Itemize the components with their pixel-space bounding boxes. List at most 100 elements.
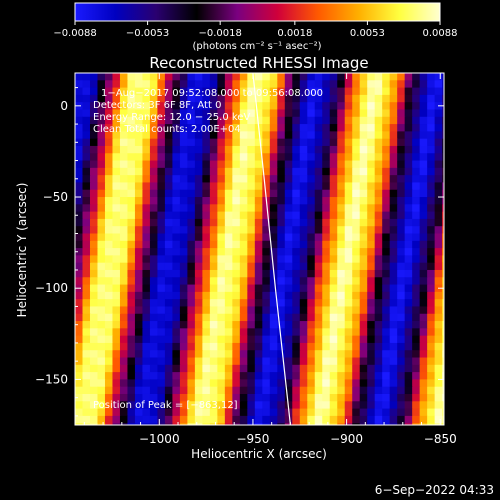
heatmap-cell — [299, 277, 308, 286]
heatmap-cell — [239, 233, 248, 242]
heatmap-cell — [352, 255, 361, 264]
heatmap-cell — [299, 364, 308, 373]
heatmap-cell — [232, 284, 241, 293]
heatmap-cell — [262, 408, 271, 417]
heatmap-cell — [389, 94, 398, 103]
heatmap-cell — [127, 218, 136, 227]
heatmap-cell — [104, 94, 114, 103]
heatmap-cell — [382, 218, 391, 227]
heatmap-cell — [179, 80, 188, 89]
heatmap-cell — [247, 269, 256, 278]
heatmap-cell — [134, 160, 144, 169]
heatmap-cell — [217, 211, 226, 220]
heatmap-cell — [89, 291, 99, 300]
heatmap-cell — [119, 393, 129, 402]
heatmap-cell — [344, 299, 353, 308]
heatmap-cell — [194, 94, 203, 103]
heatmap-cell — [232, 182, 241, 191]
heatmap-cell — [254, 218, 263, 227]
heatmap-cell — [419, 393, 428, 402]
heatmap-cell — [209, 94, 218, 103]
heatmap-cell — [427, 372, 436, 381]
heatmap-cell — [404, 342, 413, 351]
heatmap-cell — [82, 160, 91, 169]
heatmap-cell — [284, 379, 293, 388]
heatmap-cell — [322, 306, 331, 315]
heatmap-cell — [344, 189, 353, 198]
heatmap-cell — [134, 328, 144, 337]
heatmap-cell — [412, 102, 421, 111]
heatmap-cell — [404, 386, 413, 395]
heatmap-cell — [427, 80, 436, 89]
heatmap-cell — [412, 233, 421, 242]
heatmap-cell — [277, 372, 286, 381]
heatmap-cell — [329, 291, 338, 300]
heatmap-cell — [112, 313, 121, 322]
heatmap-cell — [82, 313, 91, 322]
heatmap-cell — [359, 408, 368, 417]
heatmap-cell — [224, 226, 233, 235]
heatmap-cell — [434, 306, 443, 315]
heatmap-cell — [232, 342, 241, 351]
heatmap-cell — [172, 73, 181, 81]
heatmap-cell — [277, 167, 286, 176]
heatmap-cell — [262, 262, 271, 271]
heatmap-cell — [82, 211, 91, 220]
heatmap-cell — [202, 131, 211, 140]
heatmap-cell — [202, 189, 211, 198]
heatmap-cell — [322, 226, 331, 235]
heatmap-cell — [359, 255, 368, 264]
heatmap-cell — [217, 175, 226, 184]
heatmap-cell — [82, 255, 91, 264]
heatmap-cell — [359, 313, 368, 322]
heatmap-cell — [157, 357, 166, 366]
heatmap-cell — [337, 350, 346, 359]
heatmap-cell — [119, 131, 129, 140]
heatmap-cell — [179, 364, 188, 373]
heatmap-cell — [134, 350, 144, 359]
heatmap-cell — [269, 306, 278, 315]
heatmap-cell — [134, 372, 144, 381]
heatmap-cell — [217, 80, 226, 89]
heatmap-cell — [142, 80, 151, 89]
heatmap-cell — [202, 233, 211, 242]
heatmap-cell — [419, 357, 428, 366]
heatmap-cell — [277, 393, 286, 402]
heatmap-cell — [104, 379, 114, 388]
heatmap-cell — [119, 102, 129, 111]
heatmap-cell — [314, 109, 323, 118]
heatmap-cell — [157, 189, 166, 198]
heatmap-cell — [112, 175, 121, 184]
heatmap-cell — [299, 423, 308, 425]
heatmap-cell — [352, 423, 361, 425]
heatmap-cell — [442, 423, 444, 425]
heatmap-cell — [404, 73, 413, 81]
heatmap-cell — [337, 182, 346, 191]
heatmap-cell — [97, 408, 106, 417]
heatmap-cell — [254, 408, 263, 417]
heatmap-cell — [157, 109, 166, 118]
heatmap-cell — [217, 335, 226, 344]
heatmap-cell — [164, 423, 174, 425]
heatmap-cell — [389, 379, 398, 388]
heatmap-cell — [314, 284, 323, 293]
heatmap-cell — [149, 269, 159, 278]
heatmap-cell — [404, 226, 413, 235]
heatmap-cell — [382, 299, 391, 308]
heatmap-cell — [187, 160, 196, 169]
heatmap-cell — [412, 328, 421, 337]
heatmap-cell — [389, 124, 398, 132]
heatmap-cell — [179, 73, 188, 81]
heatmap-cell — [299, 393, 308, 402]
heatmap-cell — [307, 182, 316, 191]
heatmap-cell — [389, 262, 398, 271]
colorbar-ticks: −0.0088 −0.0053 −0.0018 0.0018 0.0053 0.0088 — [53, 21, 458, 39]
heatmap-cell — [412, 138, 421, 147]
heatmap-cell — [179, 160, 188, 169]
heatmap-cell — [427, 393, 436, 402]
heatmap-cell — [247, 415, 256, 424]
heatmap-cell — [209, 423, 218, 425]
heatmap-cell — [89, 415, 99, 424]
heatmap-cell — [89, 226, 99, 235]
heatmap-cell — [329, 401, 338, 410]
